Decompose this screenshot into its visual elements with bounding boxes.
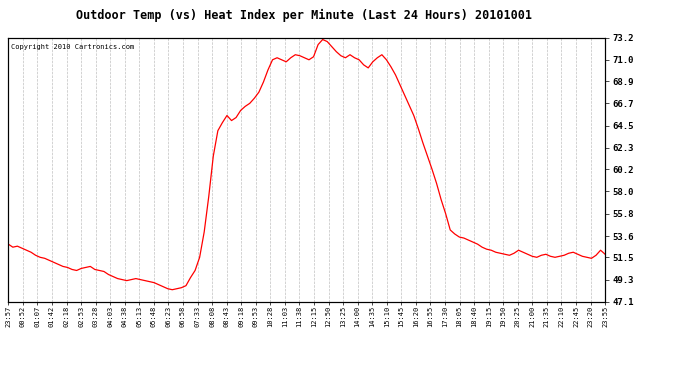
Text: Copyright 2010 Cartronics.com: Copyright 2010 Cartronics.com [11,44,135,50]
Text: Outdoor Temp (vs) Heat Index per Minute (Last 24 Hours) 20101001: Outdoor Temp (vs) Heat Index per Minute … [76,9,531,22]
